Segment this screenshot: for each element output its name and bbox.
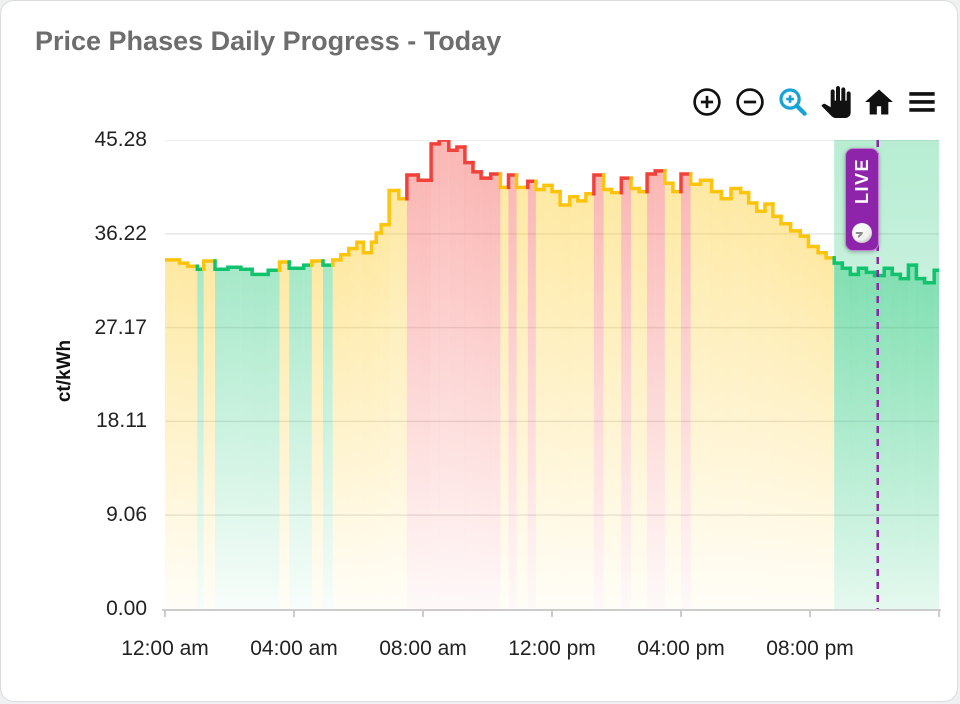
price-step-chart (163, 138, 941, 610)
x-tick-label: 12:00 pm (508, 637, 596, 660)
x-axis-tick (164, 611, 166, 617)
menu-button[interactable] (906, 86, 938, 118)
y-tick-label: 9.06 (106, 503, 147, 527)
x-axis-tick (293, 611, 295, 617)
home-button[interactable] (863, 86, 895, 118)
magnifier-plus-icon (779, 88, 807, 116)
hamburger-icon (909, 92, 935, 112)
x-axis-tick (938, 611, 940, 617)
x-tick-label: 12:00 am (121, 637, 209, 660)
home-icon (865, 89, 893, 115)
y-axis-title: ct/kWh (54, 339, 75, 403)
x-axis-tick (809, 611, 811, 617)
zoom-out-button[interactable] (734, 86, 766, 118)
live-badge-label: LIVE (852, 158, 872, 205)
y-tick-label: 45.28 (94, 128, 147, 151)
y-tick-label: 36.22 (94, 221, 147, 245)
x-axis-tick (680, 611, 682, 617)
live-badge[interactable]: LIVE (845, 148, 879, 251)
circle-plus-icon (693, 88, 721, 116)
chart-title: Price Phases Daily Progress - Today (35, 26, 502, 56)
y-tick-label: 0.00 (106, 597, 147, 620)
zoom-in-button[interactable] (691, 86, 723, 118)
x-axis-line (162, 609, 941, 611)
x-tick-label: 04:00 am (250, 637, 338, 660)
x-tick-label: 08:00 pm (766, 637, 854, 660)
plot-area[interactable] (163, 138, 941, 610)
hand-icon (821, 86, 851, 118)
clock-icon (852, 223, 872, 243)
chart-toolbar (691, 86, 938, 118)
x-tick-label: 04:00 pm (637, 637, 725, 660)
y-tick-label: 27.17 (94, 315, 147, 339)
zoom-select-button[interactable] (777, 86, 809, 118)
circle-minus-icon (736, 88, 764, 116)
x-axis-tick (422, 611, 424, 617)
pan-button[interactable] (820, 86, 852, 118)
x-axis-tick (551, 611, 553, 617)
y-tick-label: 18.11 (96, 409, 147, 433)
x-tick-label: 08:00 am (379, 637, 467, 660)
